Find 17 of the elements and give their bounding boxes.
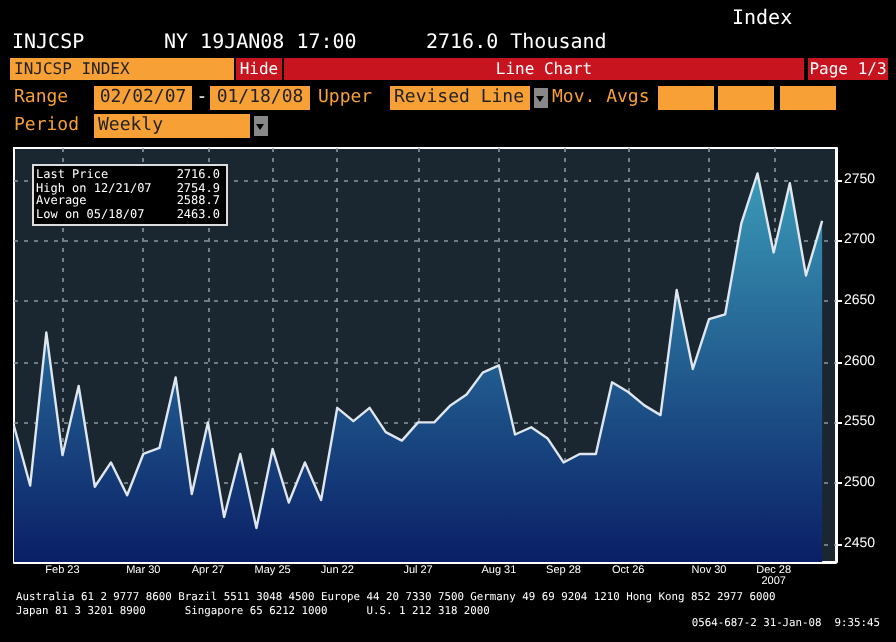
text: Upper [318,86,375,110]
text: Revised Line [390,86,530,110]
text: Mov. Avgs [552,86,652,110]
text: 2716.0 Thousand [426,32,609,56]
text: Hide [236,58,282,80]
text: Index [732,8,795,32]
text: INJCSP [12,32,87,56]
text: 02/02/07 [94,86,192,110]
text: Line Chart [284,58,804,80]
text: NY 19JAN08 17:00 [164,32,359,56]
text: INJCSP INDEX [10,58,234,80]
text: - [196,86,208,110]
text: Range [14,86,71,110]
text: Weekly [94,114,250,138]
text: 01/18/08 [210,86,310,110]
text: Page 1/3 [808,58,888,80]
text: Period [14,114,82,138]
